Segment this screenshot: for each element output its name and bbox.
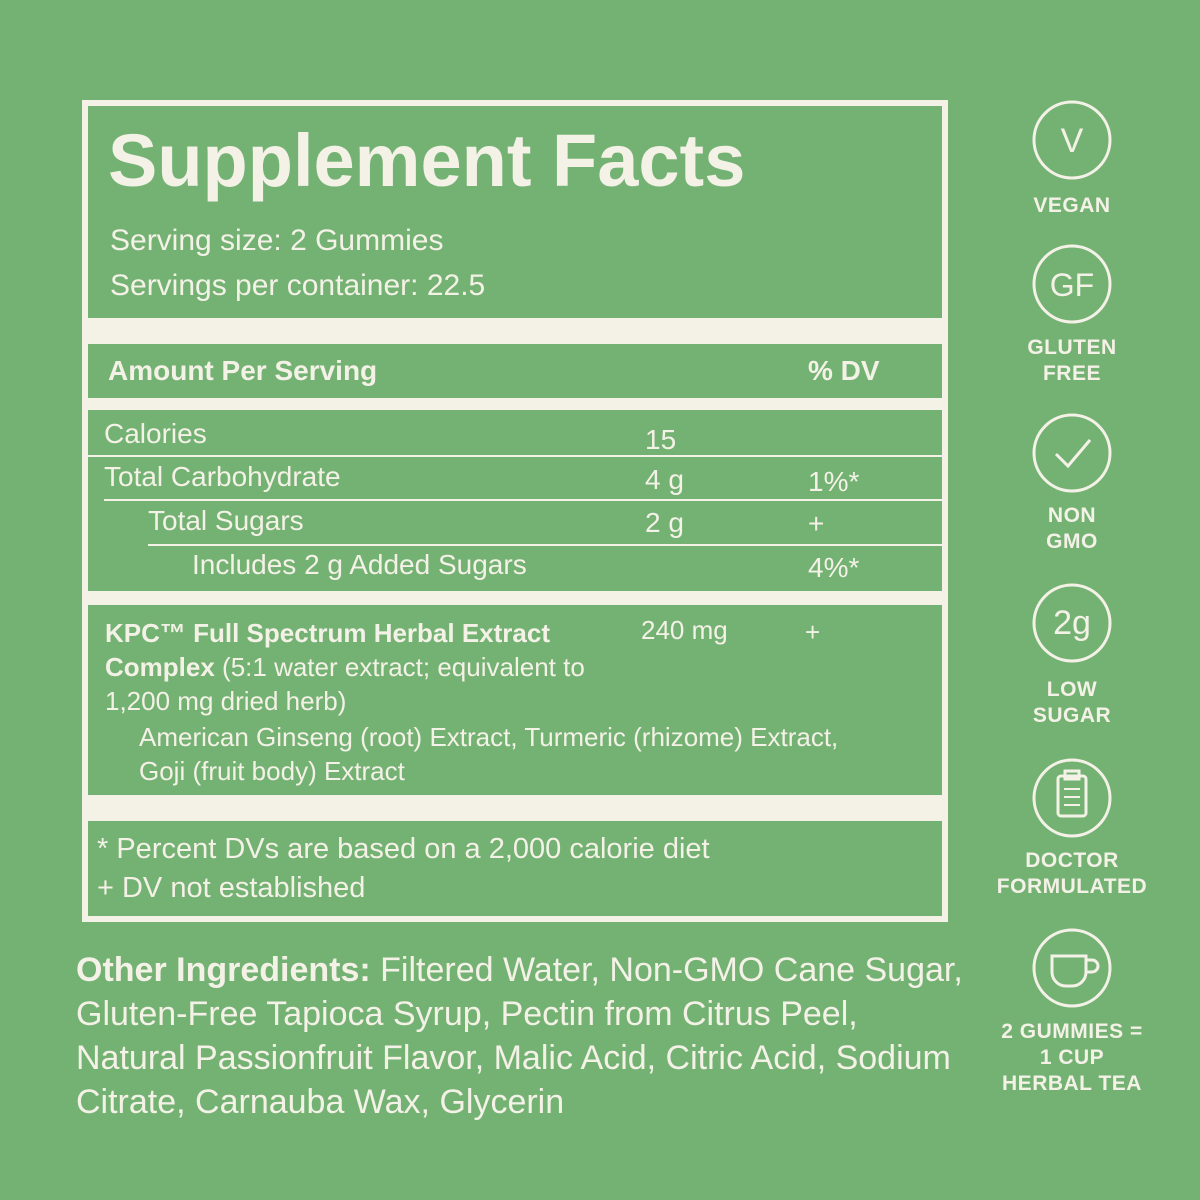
badge-circle	[1032, 100, 1112, 180]
header-dv: % DV	[808, 355, 880, 386]
row-line	[104, 499, 942, 501]
nutrient-amount: 15	[645, 424, 677, 455]
nutrient-name: Total Sugars	[148, 505, 304, 536]
footnote: + DV not established	[97, 872, 366, 904]
badge-label-line: SUGAR	[1032, 704, 1112, 727]
nutrient-dv: 1%*	[808, 466, 860, 497]
badge-label-line: VEGAN	[1033, 194, 1111, 217]
badge-circle	[1032, 928, 1112, 1008]
badge-label: VEGAN	[972, 193, 1172, 219]
badge-label-line: LOW	[1046, 678, 1098, 701]
extract-sources: American Ginseng (root) Extract, Turmeri…	[139, 722, 839, 786]
badge-label: NON GMO	[972, 503, 1172, 555]
badge-circle	[1032, 244, 1112, 324]
badge-label: 2 GUMMIES = 1 CUP HERBAL TEA	[972, 1019, 1172, 1097]
nutrient-name: Total Carbohydrate	[104, 461, 341, 492]
nutrient-dv: 4%*	[808, 552, 860, 583]
badge-label-line: 1 CUP	[1039, 1046, 1105, 1069]
badge-label: DOCTOR FORMULATED	[972, 848, 1172, 900]
nutrient-name: Calories	[104, 418, 207, 449]
row-line	[148, 544, 942, 546]
nutrient-dv: +	[808, 508, 825, 539]
badge-circle	[1032, 758, 1112, 838]
footnote: * Percent DVs are based on a 2,000 calor…	[97, 833, 710, 865]
badge-label-line: HERBAL TEA	[1002, 1072, 1142, 1095]
badge-icon-text: GF	[1050, 267, 1094, 303]
extract-amount: 240 mg	[641, 615, 728, 645]
separator	[88, 398, 942, 410]
extract-description: KPC™ Full Spectrum Herbal Extract Comple…	[105, 616, 635, 718]
badge-circle	[1032, 413, 1112, 493]
badge-icon-text: 2g	[1053, 604, 1091, 642]
other-ingredients: Other Ingredients: Filtered Water, Non-G…	[76, 948, 966, 1124]
extract-dv: +	[805, 617, 821, 647]
servings-per-container: Servings per container: 22.5	[110, 269, 486, 302]
badge-label-line: DOCTOR	[1025, 849, 1119, 872]
facts-panel	[82, 100, 948, 922]
badge-label-line: FORMULATED	[996, 875, 1148, 898]
other-ingredients-label: Other Ingredients:	[76, 951, 371, 989]
separator	[88, 795, 942, 821]
clipboard-clip	[1063, 769, 1081, 781]
badge-label: GLUTEN FREE	[972, 335, 1172, 387]
badge-circle	[1032, 583, 1112, 663]
nutrient-amount: 2 g	[645, 507, 684, 538]
title: Supplement Facts	[108, 119, 746, 202]
extract-note: (5:1 water extract; equivalent to 1,200 …	[105, 652, 585, 716]
clipboard-icon	[1056, 774, 1088, 818]
nutrient-name: Includes 2 g Added Sugars	[192, 549, 527, 580]
badge-label: LOW SUGAR	[972, 677, 1172, 729]
badge-label-line: NON	[1047, 504, 1097, 527]
badge-label-line: GLUTEN	[1027, 336, 1117, 359]
other-ingredients-text: Filtered Water, Non-GMO Cane Sugar, Glut…	[76, 951, 963, 1121]
serving-size: Serving size: 2 Gummies	[110, 224, 444, 257]
extract-name: KPC™ Full Spectrum Herbal Extract Comple…	[105, 618, 550, 682]
badge-icons: V GF 2g	[1032, 100, 1112, 1008]
check-icon	[1054, 439, 1092, 469]
badge-label-line: GMO	[1046, 530, 1098, 553]
nutrient-amount: 4 g	[645, 464, 684, 495]
separator	[88, 318, 942, 344]
header-amount: Amount Per Serving	[108, 355, 378, 386]
cup-icon	[1050, 954, 1100, 988]
badge-label-line: FREE	[1042, 362, 1101, 385]
separator	[88, 591, 942, 605]
clipboard-lines	[1064, 788, 1080, 806]
badge-label-line: 2 GUMMIES =	[1001, 1020, 1143, 1043]
row-line	[88, 455, 942, 457]
badge-icon-text: V	[1061, 122, 1084, 160]
